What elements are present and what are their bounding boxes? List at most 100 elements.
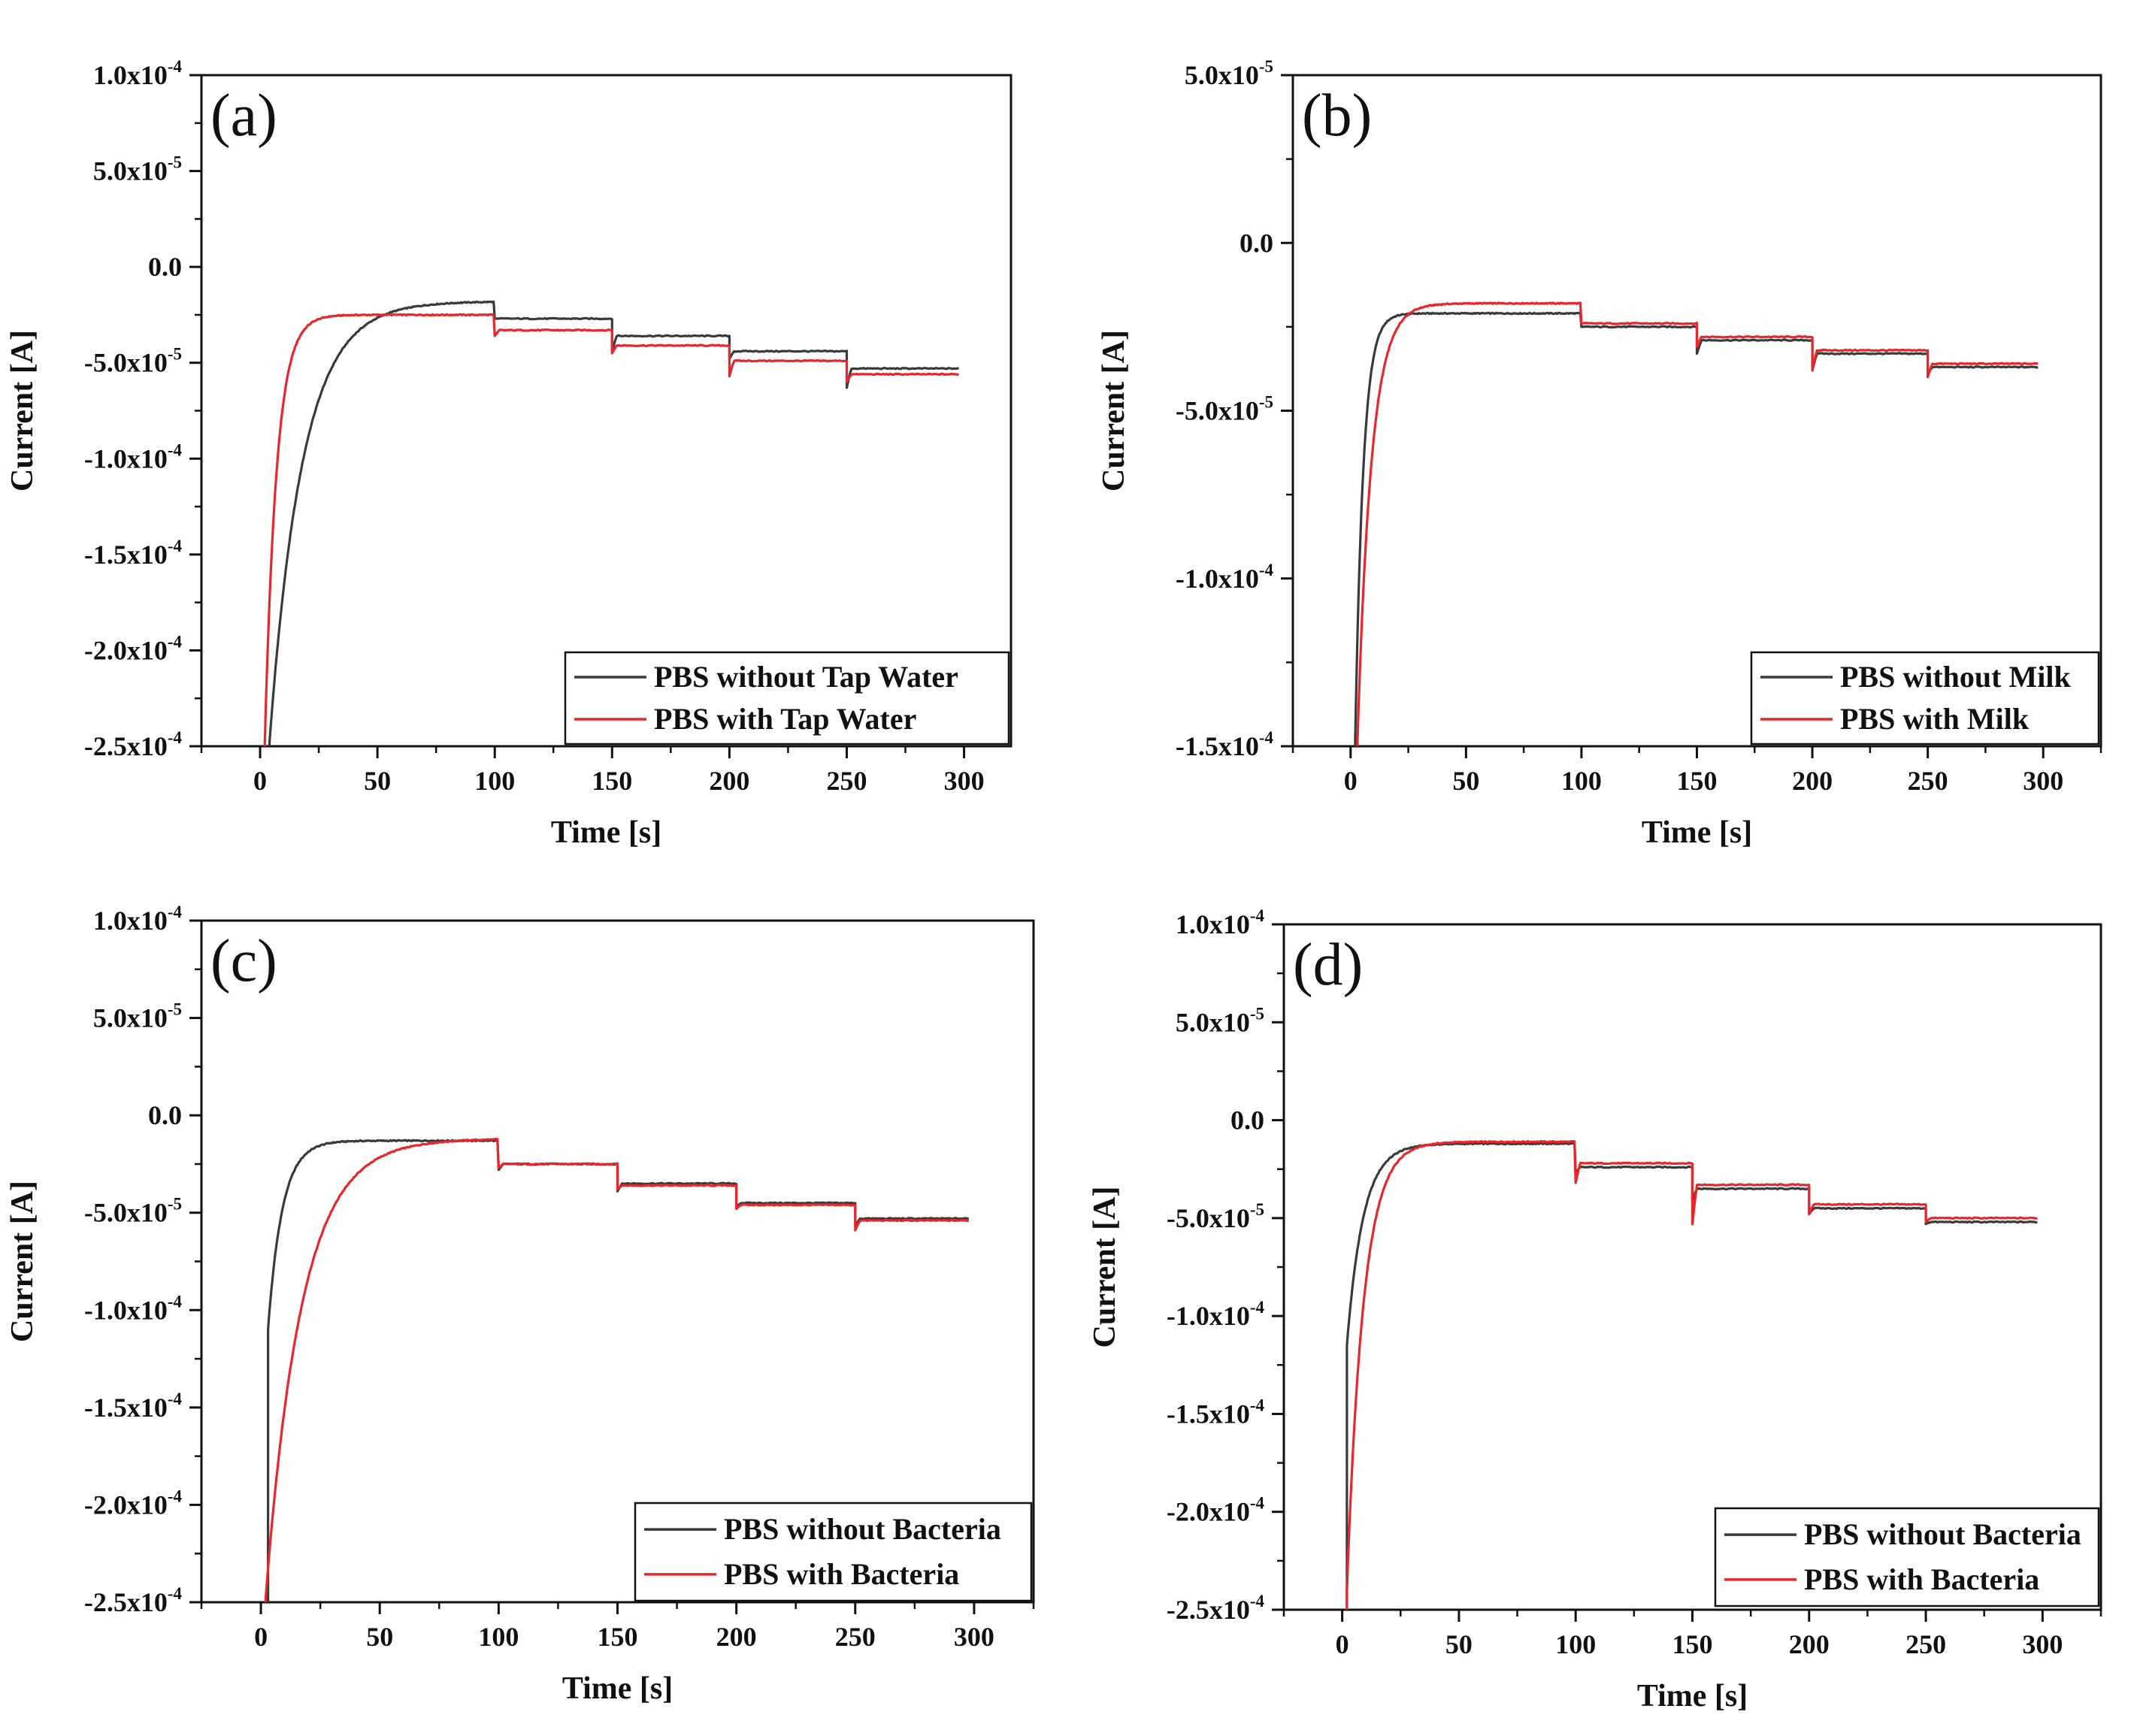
x-tick-label: 300 [2022, 1629, 2063, 1659]
x-tick-label: 250 [1905, 1629, 1946, 1659]
y-tick-label: -1.0x10-4 [1176, 561, 1274, 594]
y-tick-label: -2.0x10-4 [1167, 1494, 1265, 1527]
y-tick-label: -2.0x10-4 [84, 1486, 183, 1520]
x-tick-label: 0 [254, 1622, 268, 1652]
x-tick-label: 50 [366, 1622, 393, 1652]
y-tick-label: -2.5x10-4 [84, 728, 183, 761]
y-tick-label: 1.0x10-4 [93, 57, 183, 90]
y-tick-label: -2.5x10-4 [84, 1584, 183, 1617]
x-tick-label: 200 [1792, 766, 1833, 796]
y-axis-title: Current [A] [1097, 330, 1131, 491]
y-tick-label: -2.5x10-4 [1167, 1592, 1265, 1625]
legend: PBS without Bacteria PBS with Bacteria [634, 1502, 1033, 1602]
x-tick-label: 150 [1672, 1629, 1713, 1659]
y-tick-label: -5.0x10-5 [84, 1195, 182, 1228]
x-axis-title: Time [s] [1642, 815, 1752, 850]
y-tick-label: -1.5x10-4 [1167, 1396, 1265, 1429]
y-tick-label: 0.0 [1240, 228, 1273, 258]
x-tick-label: 150 [1677, 766, 1718, 796]
x-tick-label: 50 [1452, 766, 1479, 796]
y-tick-label: -1.5x10-4 [84, 1390, 183, 1423]
y-tick-label: -1.5x10-4 [1176, 728, 1274, 761]
y-tick-label: -5.0x10-5 [84, 345, 182, 378]
y-axis-title: Current [A] [5, 330, 40, 491]
y-tick-label: 1.0x10-4 [1176, 906, 1265, 939]
series-line-without [268, 300, 959, 746]
legend: PBS without Tap Water PBS with Tap Water [564, 651, 1010, 746]
x-tick-label: 250 [1908, 766, 1948, 796]
x-tick-label: 150 [592, 766, 632, 796]
y-tick-label: 0.0 [148, 1100, 182, 1130]
series-line-with [1356, 301, 2039, 746]
x-tick-label: 100 [474, 766, 515, 796]
legend-label-without: PBS without Tap Water [654, 660, 958, 694]
panel-label: (a) [210, 83, 277, 149]
y-tick-label: 5.0x10-5 [93, 1000, 182, 1033]
legend-label-without: PBS without Bacteria [1804, 1517, 2081, 1551]
x-tick-label: 0 [1344, 766, 1358, 796]
legend-label-without: PBS without Bacteria [724, 1512, 1001, 1546]
x-tick-label: 250 [826, 766, 867, 796]
x-axis-title: Time [s] [562, 1671, 673, 1706]
x-tick-label: 300 [2023, 766, 2063, 796]
legend: PBS without Bacteria PBS with Bacteria [1714, 1507, 2100, 1607]
series-line-without [1354, 311, 2039, 746]
x-tick-label: 300 [954, 1622, 994, 1652]
x-tick-label: 300 [944, 766, 985, 796]
series-line-with [1345, 1139, 2038, 1610]
y-tick-label: -1.0x10-4 [1167, 1298, 1265, 1331]
series-line-with [264, 1138, 969, 1602]
x-tick-label: 0 [1336, 1629, 1349, 1659]
y-tick-label: -5.0x10-5 [1176, 393, 1273, 426]
y-tick-label: 0.0 [1230, 1105, 1264, 1136]
x-tick-label: 100 [478, 1622, 519, 1652]
x-tick-label: 200 [709, 766, 749, 796]
x-axis-title: Time [s] [1637, 1679, 1748, 1713]
x-tick-label: 150 [598, 1622, 638, 1652]
chart-panel-a: 0 50 100 150 200 250 300 1.0x10-4 5.0x10-5 0.0 -5.… [5, 57, 1012, 850]
chart-panel-b: 0 50 100 150 200 250 300 5.0x10-5 0.0 -5.0x10-5 -1… [1097, 57, 2102, 850]
y-tick-label: -2.0x10-4 [84, 632, 183, 665]
plot-frame [1291, 74, 2102, 748]
y-tick-label: 5.0x10-5 [1185, 57, 1273, 90]
legend-box [1714, 1507, 2100, 1607]
legend-label-with: PBS with Tap Water [654, 702, 916, 736]
legend-box [634, 1502, 1033, 1602]
plot-frame [200, 74, 1012, 748]
series-line-with [263, 313, 959, 746]
legend-label-with: PBS with Bacteria [724, 1557, 959, 1591]
chart-panel-d: 0 50 100 150 200 250 300 1.0x10-4 5.0x10-5 0.0 -5.… [1088, 906, 2102, 1713]
x-tick-label: 50 [364, 766, 391, 796]
legend-label-without: PBS without Milk [1840, 660, 2071, 694]
x-axis-title: Time [s] [551, 815, 661, 850]
y-tick-label: -1.0x10-4 [84, 1292, 183, 1325]
x-tick-label: 100 [1555, 1629, 1596, 1659]
x-tick-label: 0 [253, 766, 267, 796]
y-tick-label: -1.5x10-4 [84, 537, 183, 570]
legend: PBS without Milk PBS with Milk [1750, 651, 2100, 746]
plot-frame [200, 919, 1035, 1604]
panel-label: (d) [1293, 932, 1363, 998]
chart-panel-c: 0 50 100 150 200 250 300 1.0x10-4 5.0x10-5 0.0 -5.… [5, 903, 1035, 1706]
legend-box [1750, 651, 2100, 746]
x-tick-label: 200 [716, 1622, 757, 1652]
y-tick-label: 1.0x10-4 [93, 903, 183, 936]
y-tick-label: 0.0 [148, 252, 182, 282]
plot-frame [1282, 923, 2102, 1611]
legend-label-with: PBS with Milk [1840, 702, 2030, 736]
x-tick-label: 50 [1445, 1629, 1473, 1659]
panel-label: (b) [1302, 83, 1372, 149]
x-tick-label: 200 [1789, 1629, 1830, 1659]
y-tick-label: 5.0x10-5 [93, 153, 182, 186]
y-tick-label: 5.0x10-5 [1176, 1004, 1264, 1037]
legend-box [564, 651, 1010, 746]
y-axis-title: Current [A] [5, 1181, 40, 1342]
y-axis-title: Current [A] [1088, 1186, 1122, 1347]
y-tick-label: -5.0x10-5 [1167, 1200, 1264, 1233]
legend-label-with: PBS with Bacteria [1804, 1562, 2039, 1596]
y-tick-label: -1.0x10-4 [84, 440, 183, 473]
x-tick-label: 100 [1561, 766, 1602, 796]
x-tick-label: 250 [835, 1622, 876, 1652]
panel-label: (c) [210, 928, 277, 994]
